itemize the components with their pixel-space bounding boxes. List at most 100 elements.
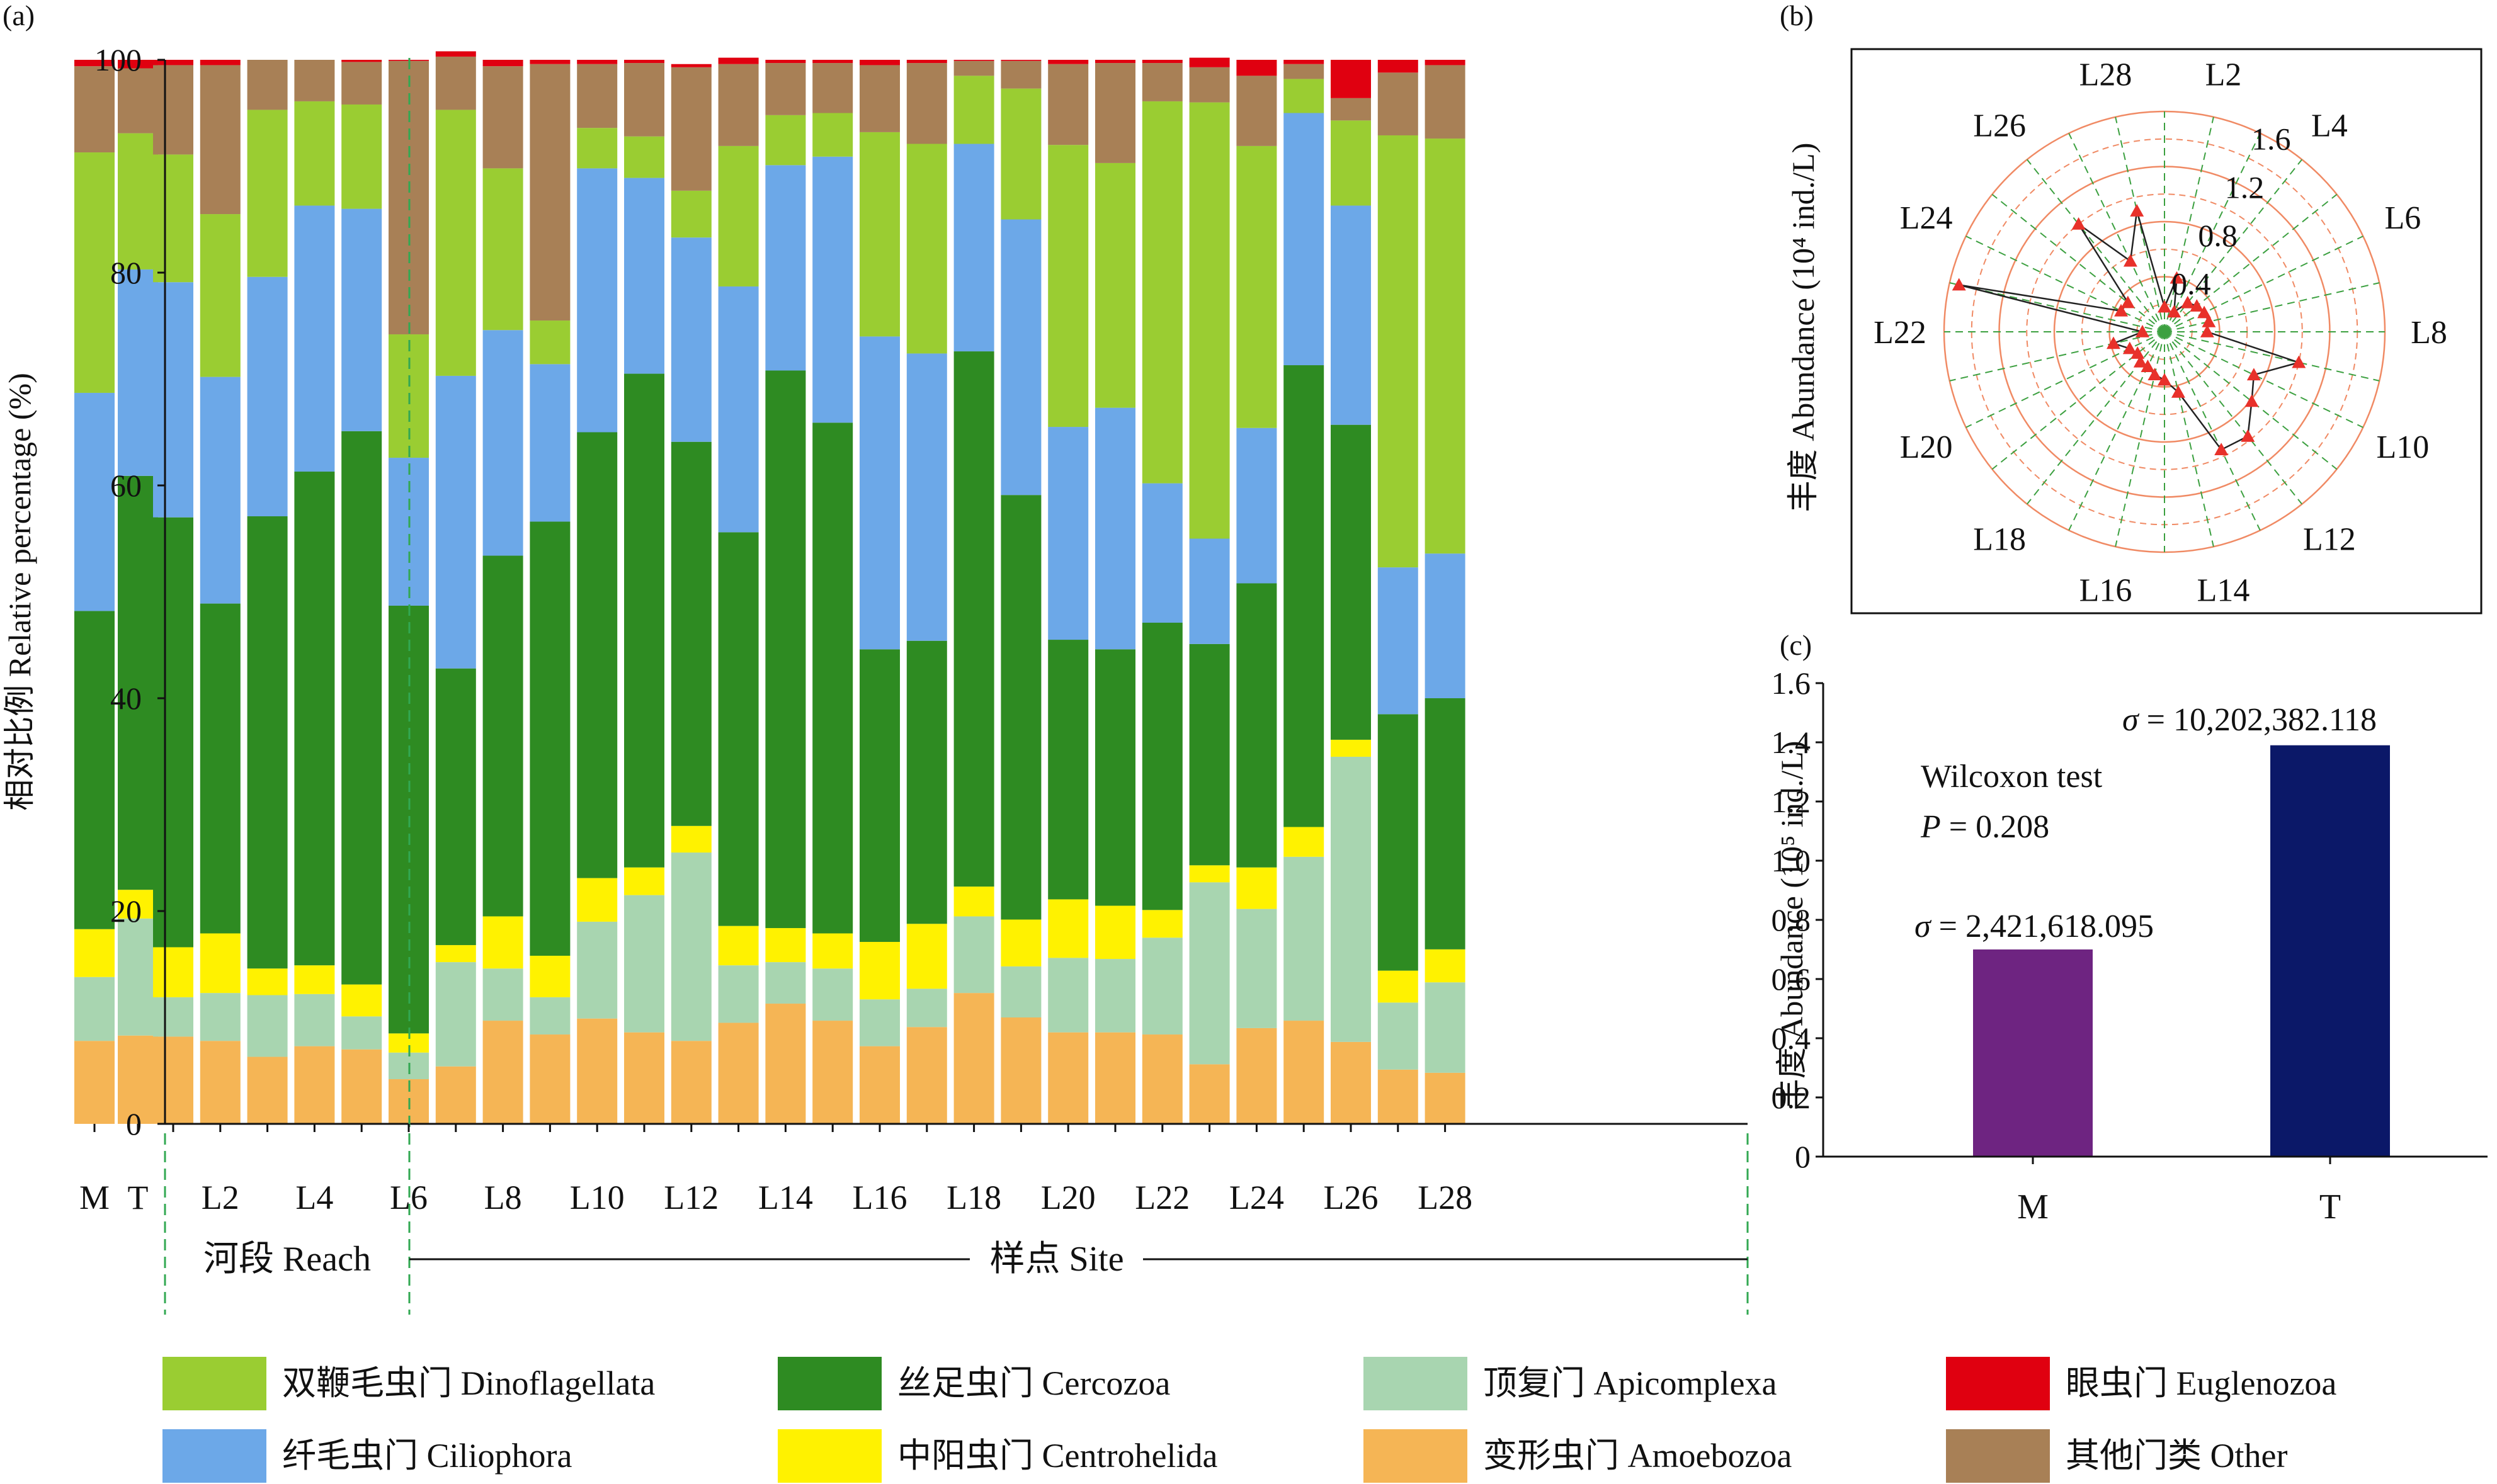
- radar-point-L19: [2130, 346, 2145, 359]
- bar-L4-dinoflagellata: [294, 101, 335, 206]
- x-tick-label-L2: L2: [202, 1179, 239, 1216]
- bar-L10-dinoflagellata: [577, 128, 618, 169]
- bar-L3-ciliophora: [247, 276, 288, 517]
- bar-L2-apicomplexa: [200, 993, 241, 1041]
- x-tick-label-L12: L12: [664, 1179, 719, 1216]
- bar-L25-other: [1283, 64, 1324, 79]
- x-tick-label-L28: L28: [1418, 1179, 1472, 1216]
- c-y-tick-label-0: 0: [1795, 1139, 1811, 1174]
- bar-L12-ciliophora: [671, 237, 712, 442]
- bar-L1-euglenozoa: [153, 60, 193, 65]
- bar-L17-other: [906, 63, 947, 144]
- bar-L4-apicomplexa: [294, 994, 335, 1046]
- bar-L19-cercozoa: [1001, 495, 1042, 920]
- bar-L26-centrohelida: [1331, 739, 1371, 757]
- radar-label-L26: L26: [1973, 108, 2026, 144]
- bar-L5-centrohelida: [341, 984, 382, 1017]
- bar-M-ciliophora: [74, 392, 115, 611]
- radar-point-L15: [2158, 373, 2171, 386]
- bar-L24-ciliophora: [1236, 428, 1277, 584]
- radar-spoke-L26: [2026, 159, 2165, 332]
- bar-L20-euglenozoa: [1048, 60, 1089, 64]
- bar-L7-other: [435, 56, 476, 110]
- bar-L20-ciliophora: [1048, 427, 1089, 640]
- bar-L26-ciliophora: [1331, 205, 1371, 425]
- bar-L4-ciliophora: [294, 205, 335, 472]
- legend-swatch-euglenozoa: [1946, 1357, 2050, 1410]
- panel-b-frame: [1850, 48, 2483, 615]
- bar-L23-apicomplexa: [1189, 882, 1230, 1065]
- bar-L11-euglenozoa: [624, 60, 664, 64]
- bar-L17-cercozoa: [906, 640, 947, 924]
- panel-a-y-ticks: 0 20 40 60 80 100: [94, 42, 165, 1141]
- bar-L11-ciliophora: [624, 178, 664, 374]
- bar-L3-amoebozoa: [247, 1056, 288, 1124]
- bar-L13-dinoflagellata: [718, 145, 759, 286]
- bar-T-centrohelida: [118, 890, 158, 919]
- bar-L15-amoebozoa: [812, 1021, 853, 1124]
- bar-L21-apicomplexa: [1095, 959, 1135, 1033]
- radar-spoke-L6: [2164, 235, 2363, 332]
- bar-L3-other: [247, 60, 288, 110]
- bar-L5-dinoflagellata: [341, 104, 382, 209]
- radar-ring-4: [2053, 220, 2276, 443]
- bar-L7-amoebozoa: [435, 1066, 476, 1124]
- bar-L12-dinoflagellata: [671, 190, 712, 238]
- radar-spoke-L19: [1991, 331, 2165, 470]
- bar-L3-centrohelida: [247, 968, 288, 995]
- legend-swatch-dinoflagellata: [162, 1357, 266, 1410]
- bar-L5-euglenozoa: [341, 60, 382, 62]
- legend-swatch-ciliophora: [162, 1429, 266, 1483]
- bar-L2-centrohelida: [200, 933, 241, 994]
- bar-L22-other: [1142, 63, 1183, 101]
- bar-L17-apicomplexa: [906, 988, 947, 1028]
- bar-L10-euglenozoa: [577, 60, 618, 64]
- bar-L11-dinoflagellata: [624, 136, 664, 178]
- radar-point-L26: [2071, 217, 2086, 230]
- bar-L12-cercozoa: [671, 441, 712, 826]
- bar-L26-apicomplexa: [1331, 756, 1371, 1042]
- panel-b-grid: [1943, 110, 2386, 553]
- panel-label-b: (b): [1780, 0, 1814, 31]
- radar-point-L12: [2241, 429, 2255, 442]
- bar-L16-ciliophora: [860, 336, 900, 650]
- bar-L7-apicomplexa: [435, 962, 476, 1067]
- bar-L27-amoebozoa: [1377, 1069, 1418, 1124]
- panel-b-y-axis-label: 丰度 Abundance (10⁴ ind./L): [1785, 143, 1821, 513]
- bar-L14-cercozoa: [765, 370, 806, 929]
- radar-rtick-0.8: 0.8: [2198, 218, 2238, 253]
- bar-L24-amoebozoa: [1236, 1028, 1277, 1124]
- radar-point-L21: [2106, 336, 2120, 349]
- bar-L22-cercozoa: [1142, 623, 1183, 910]
- x-tick-label-L22: L22: [1135, 1179, 1190, 1216]
- radar-label-L18: L18: [1973, 521, 2026, 557]
- bar-L13-euglenozoa: [718, 57, 759, 64]
- radar-ring-5: [2026, 193, 2303, 470]
- radar-rtick-0.4: 0.4: [2171, 266, 2211, 301]
- bar-L26-dinoflagellata: [1331, 120, 1371, 206]
- panel-a-reach-label: 河段 Reach: [203, 1240, 371, 1279]
- sigma-t-text: = 10,202,382.118: [2139, 702, 2377, 738]
- bar-L15-euglenozoa: [812, 60, 853, 64]
- radar-spoke-L2: [2164, 116, 2214, 332]
- c-x-tick-label-T: T: [2319, 1187, 2341, 1226]
- x-tick-label-L4: L4: [295, 1179, 333, 1216]
- bar-L17-dinoflagellata: [906, 144, 947, 354]
- bar-L27-cercozoa: [1377, 714, 1418, 971]
- x-tick-label-L24: L24: [1229, 1179, 1284, 1216]
- panel-c-bars: [1973, 745, 2390, 1157]
- radar-point-L25: [2120, 295, 2135, 309]
- bar-L2-amoebozoa: [200, 1041, 241, 1124]
- panel-a-x-ticks: M T L2 L4 L6 L8 L10 L12 L14 L16 L18 L20 L22 L24 L26 L28: [79, 1124, 1472, 1216]
- bar-L17-ciliophora: [906, 353, 947, 641]
- bar-L27-apicomplexa: [1377, 1002, 1418, 1070]
- bar-L22-euglenozoa: [1142, 60, 1183, 64]
- bar-T-euglenozoa: [118, 60, 158, 69]
- panel-c-p-value: P = 0.208: [1920, 809, 2049, 845]
- bar-L5-ciliophora: [341, 208, 382, 431]
- bar-L12-centrohelida: [671, 825, 712, 853]
- panel-c-test-name: Wilcoxon test: [1921, 759, 2103, 795]
- bar-L27-other: [1377, 72, 1418, 135]
